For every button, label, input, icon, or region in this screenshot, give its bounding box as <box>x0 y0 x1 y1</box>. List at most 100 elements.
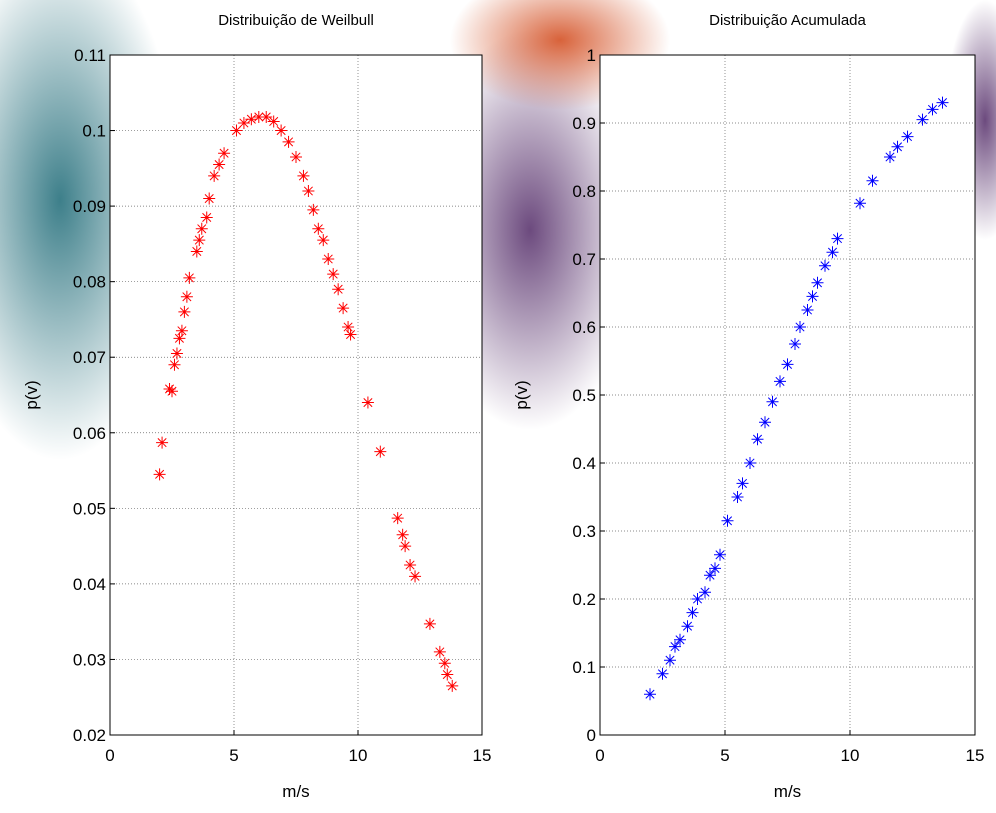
marker <box>260 110 273 123</box>
marker <box>423 617 436 630</box>
x-tick-label: 5 <box>229 746 238 765</box>
marker <box>374 445 387 458</box>
marker <box>789 338 801 350</box>
marker <box>297 169 310 182</box>
marker <box>208 169 221 182</box>
marker <box>731 491 744 503</box>
marker <box>811 276 824 289</box>
marker <box>714 548 726 561</box>
marker <box>446 679 459 692</box>
marker <box>344 328 357 341</box>
marker <box>156 436 169 449</box>
marker <box>275 124 288 137</box>
marker <box>656 667 669 680</box>
marker <box>691 593 704 605</box>
marker <box>884 151 896 163</box>
marker <box>751 433 764 446</box>
marker <box>200 211 213 224</box>
chart-title: Distribuição de Weilbull <box>218 12 374 29</box>
marker <box>203 192 216 205</box>
marker <box>322 253 335 265</box>
marker <box>267 115 280 128</box>
y-tick-label: 0.03 <box>73 650 106 669</box>
x-tick-label: 5 <box>720 746 729 765</box>
marker <box>282 135 295 148</box>
marker <box>681 620 694 633</box>
marker <box>183 271 196 284</box>
marker <box>704 569 716 582</box>
marker <box>218 147 231 160</box>
marker <box>831 232 844 245</box>
y-tick-label: 0.7 <box>572 250 596 269</box>
chart-title: Distribuição Acumulada <box>709 12 866 29</box>
y-tick-label: 0.11 <box>74 46 106 65</box>
marker <box>312 222 325 235</box>
marker <box>936 96 949 109</box>
x-tick-label: 15 <box>473 746 492 765</box>
marker <box>774 375 786 388</box>
marker <box>744 457 756 469</box>
marker <box>180 290 193 303</box>
marker <box>438 657 451 670</box>
marker <box>195 222 208 235</box>
marker <box>252 110 265 123</box>
marker <box>178 305 191 318</box>
y-tick-label: 0.6 <box>572 318 596 337</box>
x-tick-label: 0 <box>105 746 114 765</box>
axes-box <box>599 54 976 736</box>
marker <box>193 234 206 247</box>
marker <box>230 124 243 137</box>
marker <box>901 130 914 143</box>
marker <box>674 633 686 646</box>
marker <box>409 570 422 583</box>
marker <box>781 358 794 371</box>
y-tick-label: 1 <box>587 46 596 65</box>
y-axis-label: p(v) <box>22 380 41 409</box>
y-tick-label: 0.07 <box>73 348 106 367</box>
x-axis-label: m/s <box>774 782 801 801</box>
marker <box>826 246 839 259</box>
marker <box>806 290 819 303</box>
marker <box>153 468 166 481</box>
x-tick-label: 0 <box>595 746 604 765</box>
marker <box>854 197 866 210</box>
marker <box>396 528 409 541</box>
marker <box>391 512 404 525</box>
y-tick-label: 0.04 <box>73 575 106 594</box>
marker <box>709 562 721 575</box>
x-tick-label: 15 <box>966 746 985 765</box>
marker <box>686 606 699 619</box>
marker <box>332 283 345 296</box>
marker <box>404 559 417 571</box>
x-tick-label: 10 <box>349 746 368 765</box>
marker <box>766 395 779 408</box>
marker <box>721 514 734 527</box>
y-tick-label: 0.05 <box>73 499 106 518</box>
y-tick-label: 0.4 <box>572 454 596 473</box>
marker <box>866 174 879 187</box>
marker <box>664 654 676 667</box>
marker <box>175 324 188 337</box>
marker <box>801 304 814 316</box>
y-tick-label: 0.1 <box>82 122 106 141</box>
marker <box>170 347 183 360</box>
marker <box>245 113 258 126</box>
y-tick-label: 0.09 <box>73 197 106 216</box>
x-tick-label: 10 <box>841 746 860 765</box>
y-tick-label: 0.1 <box>572 658 596 677</box>
marker <box>759 416 771 429</box>
y-tick-label: 0.8 <box>572 182 596 201</box>
marker <box>669 640 681 653</box>
marker <box>399 540 412 553</box>
marker <box>891 140 904 153</box>
marker <box>237 117 250 129</box>
marker <box>302 185 315 197</box>
y-tick-label: 0.06 <box>73 424 106 443</box>
marker <box>794 321 806 333</box>
marker <box>361 396 374 409</box>
marker <box>342 321 355 333</box>
marker <box>337 302 350 315</box>
y-tick-label: 0.9 <box>572 114 596 133</box>
y-tick-label: 0.3 <box>572 522 596 541</box>
